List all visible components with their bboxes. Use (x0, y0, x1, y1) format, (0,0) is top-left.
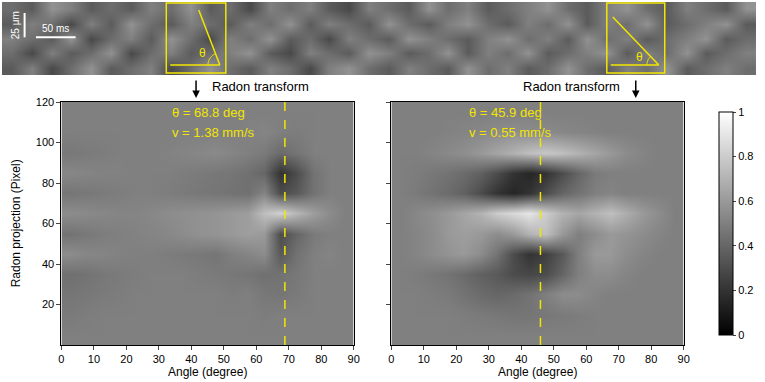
svg-text:50: 50 (548, 353, 560, 365)
svg-text:80: 80 (42, 177, 54, 189)
svg-text:60: 60 (42, 217, 54, 229)
svg-text:100: 100 (36, 136, 54, 148)
svg-text:1: 1 (738, 106, 744, 118)
svg-text:10: 10 (418, 353, 430, 365)
svg-text:90: 90 (348, 353, 360, 365)
svg-text:70: 70 (283, 353, 295, 365)
svg-text:0: 0 (388, 353, 394, 365)
svg-text:90: 90 (678, 353, 690, 365)
svg-text:120: 120 (36, 96, 54, 108)
svg-text:0: 0 (738, 329, 744, 341)
svg-text:v = 1.38 mm/s: v = 1.38 mm/s (172, 125, 254, 140)
svg-text:0.6: 0.6 (738, 195, 753, 207)
svg-text:0.2: 0.2 (738, 284, 753, 296)
svg-text:80: 80 (645, 353, 657, 365)
svg-text:20: 20 (120, 353, 132, 365)
svg-text:70: 70 (613, 353, 625, 365)
svg-text:80: 80 (315, 353, 327, 365)
svg-text:θ = 68.8 deg: θ = 68.8 deg (172, 105, 245, 120)
svg-text:40: 40 (185, 353, 197, 365)
svg-text:50: 50 (218, 353, 230, 365)
svg-text:Angle (degree): Angle (degree) (498, 365, 577, 379)
svg-text:40: 40 (515, 353, 527, 365)
svg-text:40: 40 (42, 258, 54, 270)
svg-text:0: 0 (58, 353, 64, 365)
svg-text:60: 60 (250, 353, 262, 365)
svg-text:50 ms: 50 ms (42, 23, 69, 34)
svg-text:0.8: 0.8 (738, 150, 753, 162)
svg-text:θ: θ (199, 46, 206, 60)
svg-text:60: 60 (580, 353, 592, 365)
svg-text:20: 20 (450, 353, 462, 365)
svg-text:v = 0.55 mm/s: v = 0.55 mm/s (469, 125, 551, 140)
svg-text:Radon projection (Pixel): Radon projection (Pixel) (9, 159, 23, 287)
svg-text:Angle (degree): Angle (degree) (168, 365, 247, 379)
svg-text:Radon transform: Radon transform (212, 79, 309, 94)
svg-text:θ: θ (636, 50, 643, 64)
svg-text:25 μm: 25 μm (10, 11, 21, 39)
svg-text:θ = 45.9 deg: θ = 45.9 deg (469, 105, 542, 120)
svg-text:30: 30 (483, 353, 495, 365)
svg-text:0.4: 0.4 (738, 240, 753, 252)
svg-text:10: 10 (88, 353, 100, 365)
svg-text:Radon transform: Radon transform (523, 79, 620, 94)
svg-text:20: 20 (42, 298, 54, 310)
svg-text:30: 30 (153, 353, 165, 365)
